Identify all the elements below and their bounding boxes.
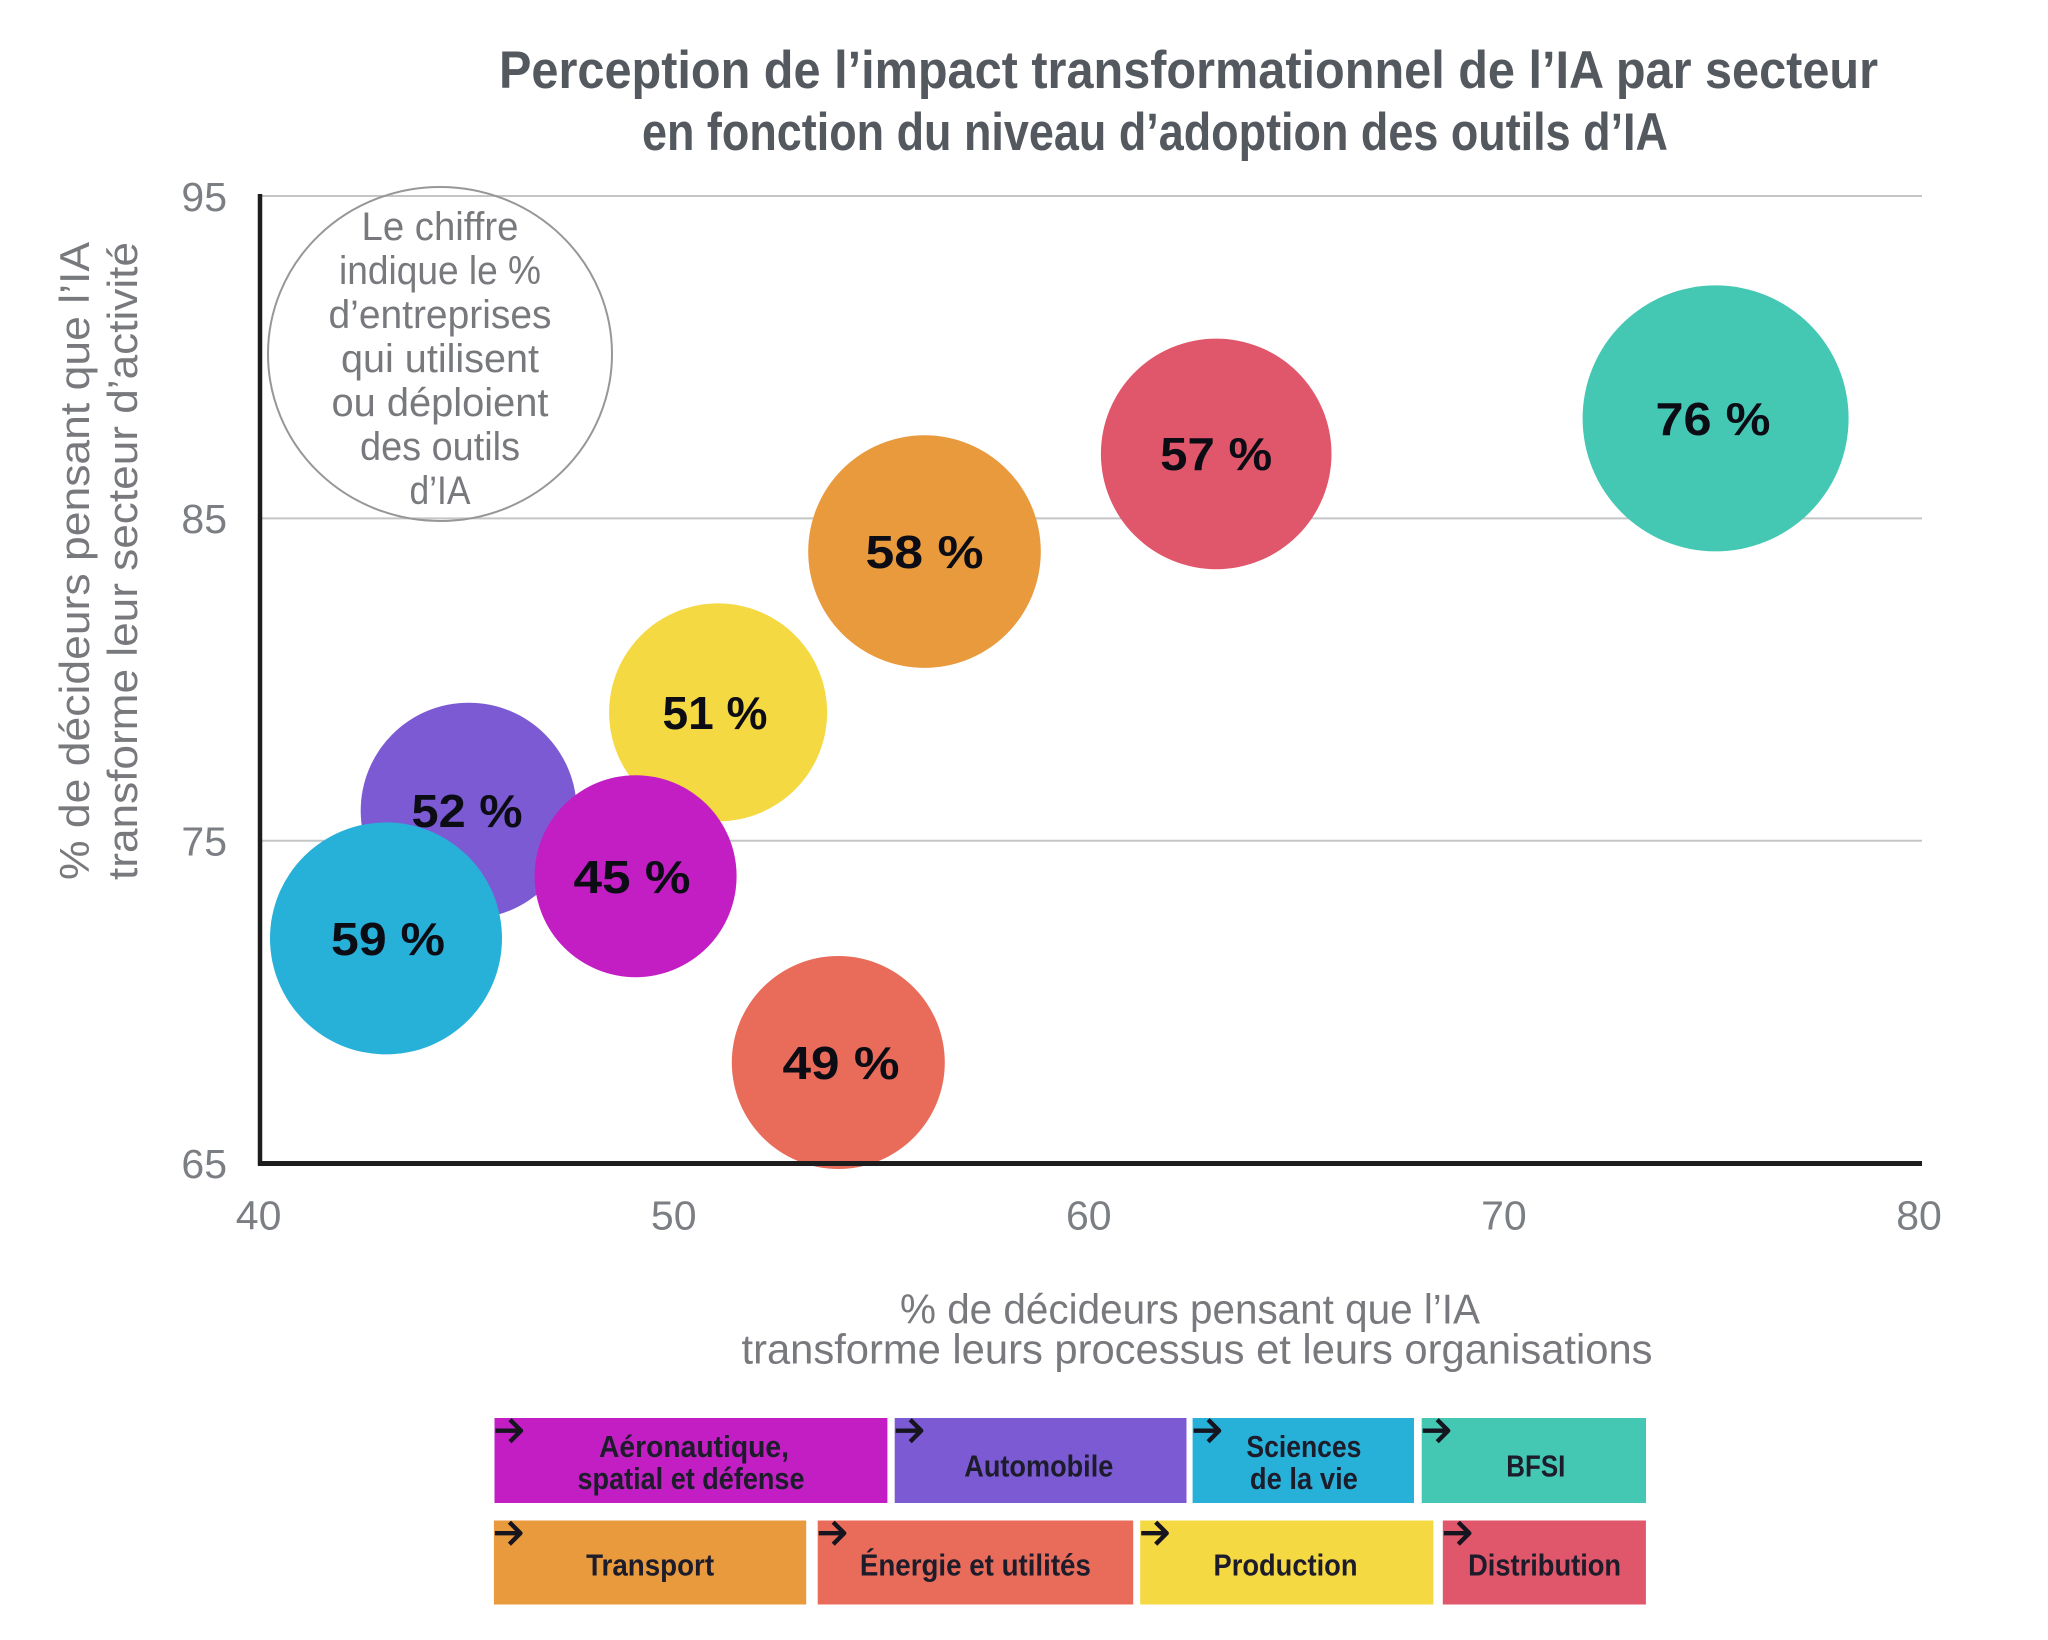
svg-text:% de décideurs pensant que l’I: % de décideurs pensant que l’IA xyxy=(900,1286,1480,1333)
svg-text:95: 95 xyxy=(181,174,227,220)
svg-text:Transport: Transport xyxy=(586,1548,714,1583)
svg-text:BFSI: BFSI xyxy=(1506,1449,1565,1484)
svg-text:d’IA: d’IA xyxy=(410,469,471,513)
svg-text:Sciences: Sciences xyxy=(1246,1429,1361,1464)
svg-text:Production: Production xyxy=(1214,1548,1358,1583)
svg-text:52 %: 52 % xyxy=(412,785,523,837)
svg-text:indique le %: indique le % xyxy=(339,249,541,293)
svg-text:Perception de l’impact transfo: Perception de l’impact transformationnel… xyxy=(499,41,1878,100)
svg-text:59 %: 59 % xyxy=(331,913,445,965)
svg-text:70: 70 xyxy=(1481,1193,1527,1239)
svg-text:76 %: 76 % xyxy=(1656,393,1771,445)
svg-text:Énergie et utilités: Énergie et utilités xyxy=(860,1548,1091,1583)
svg-text:51 %: 51 % xyxy=(663,687,768,739)
svg-text:transforme leur secteur d’acti: transforme leur secteur d’activité xyxy=(99,242,146,880)
svg-text:% de décideurs pensant que l’I: % de décideurs pensant que l’IA xyxy=(51,242,98,880)
svg-text:d’entreprises: d’entreprises xyxy=(329,293,552,337)
svg-text:des outils: des outils xyxy=(360,425,520,469)
svg-text:40: 40 xyxy=(236,1193,282,1239)
svg-text:85: 85 xyxy=(181,496,227,542)
svg-text:50: 50 xyxy=(651,1193,697,1239)
svg-text:Le chiffre: Le chiffre xyxy=(362,205,519,249)
svg-text:Distribution: Distribution xyxy=(1468,1548,1621,1583)
svg-text:45 %: 45 % xyxy=(574,851,691,903)
svg-text:de la vie: de la vie xyxy=(1250,1461,1358,1496)
svg-text:57 %: 57 % xyxy=(1160,428,1272,480)
svg-text:spatial et défense: spatial et défense xyxy=(578,1461,805,1496)
svg-text:transforme leurs processus et: transforme leurs processus et leurs orga… xyxy=(742,1326,1653,1373)
svg-text:60: 60 xyxy=(1066,1193,1112,1239)
svg-text:65: 65 xyxy=(181,1141,227,1187)
svg-text:58 %: 58 % xyxy=(866,526,984,578)
svg-text:ou déploient: ou déploient xyxy=(332,381,549,425)
svg-text:75: 75 xyxy=(181,819,227,865)
svg-text:en fonction du niveau d’adopti: en fonction du niveau d’adoption des out… xyxy=(642,103,1668,162)
svg-text:80: 80 xyxy=(1896,1193,1942,1239)
svg-text:qui utilisent: qui utilisent xyxy=(341,337,539,381)
svg-text:49 %: 49 % xyxy=(783,1037,900,1089)
svg-text:Aéronautique,: Aéronautique, xyxy=(599,1429,789,1464)
svg-text:Automobile: Automobile xyxy=(964,1449,1113,1484)
